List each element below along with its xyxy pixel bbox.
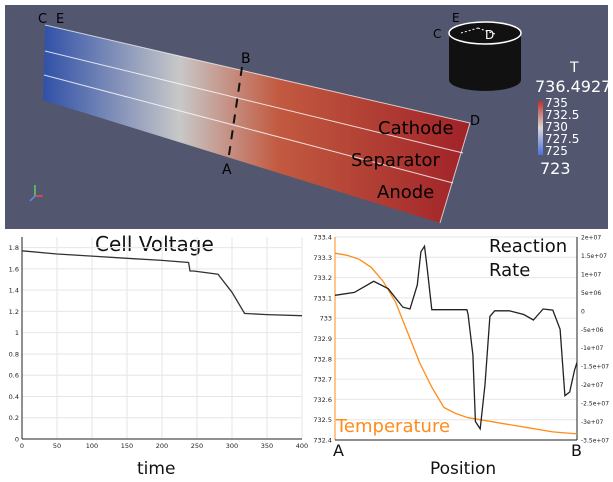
right-y-tick-label: -1.5e+07 [581, 364, 609, 371]
left-y-tick-label: 733.1 [313, 294, 332, 302]
reaction-rate-title-line2: Rate [489, 260, 531, 281]
y-tick-label: 0.2 [9, 414, 19, 422]
y-tick-label: 1.2 [9, 308, 19, 316]
battery-slab [43, 25, 470, 223]
colorbar-tick: 727.5 [545, 132, 580, 146]
right-x-end-label: B [571, 441, 582, 460]
y-tick-label: 1.8 [9, 244, 19, 252]
right-y-tick-label: 1.5e+07 [581, 253, 607, 260]
x-tick-label: 400 [296, 442, 308, 450]
colorbar-tick: 725 [545, 144, 568, 158]
x-tick-label: 350 [261, 442, 273, 450]
x-tick-label: 50 [53, 442, 61, 450]
left-y-tick-label: 733.2 [313, 274, 332, 282]
y-tick-label: 0 [15, 436, 19, 444]
x-tick-label: 300 [226, 442, 238, 450]
left-y-tick-label: 732.6 [313, 396, 332, 404]
slab-edge-right [439, 122, 471, 224]
y-tick-label: 0.8 [9, 350, 19, 358]
cathode-label: Cathode [378, 118, 454, 139]
temperature-series-label: Temperature [336, 416, 451, 437]
right-y-tick-label: 1e+07 [581, 271, 601, 278]
x-tick-label: 150 [121, 442, 133, 450]
layer-divider-top [44, 50, 464, 154]
right-y-tick-label: -2e+07 [581, 382, 604, 389]
cylinder-label-e: E [452, 11, 460, 25]
point-label-e: E [56, 12, 65, 27]
right-x-start-label: A [333, 441, 344, 460]
colorbar [538, 101, 543, 155]
cell-voltage-chart: 0 0.2 0.4 0.6 0.8 1 1.2 1.4 1.6 1.8 0 50 100 150 200 25… [9, 237, 308, 450]
point-label-b: B [241, 51, 251, 67]
right-y-tick-label: -1e+07 [581, 345, 604, 352]
colorbar-max: 736.4927 [535, 77, 612, 96]
left-y-tick-label: 732.8 [313, 355, 332, 363]
right-y-tick-label: -3.5e+07 [581, 438, 609, 445]
right-y-tick-label: 2e+07 [581, 235, 601, 242]
3d-viewport[interactable]: C E B A D Cathode Separator Anode E C D … [5, 5, 612, 229]
colorbar-tick: 732.5 [545, 108, 580, 122]
colorbar-min: 723 [540, 159, 571, 178]
right-y-tick-label: -3e+07 [581, 419, 604, 426]
right-y-tick-label: -5e+06 [581, 327, 604, 334]
temperature-line [334, 252, 578, 435]
point-label-d: D [470, 114, 481, 129]
anode-label: Anode [377, 182, 435, 203]
layer-divider-bottom [43, 74, 454, 184]
viewport-scene [29, 21, 543, 224]
colorbar-tick: 735 [545, 96, 568, 110]
right-y-tick-label: 0 [581, 308, 585, 315]
y-tick-label: 1.4 [9, 287, 19, 295]
colorbar-title: T [570, 60, 579, 76]
right-y-tick-label: 5e+06 [581, 290, 601, 297]
x-tick-label: 0 [20, 442, 24, 450]
x-tick-label: 250 [191, 442, 203, 450]
colorbar-tick: 730 [545, 120, 568, 134]
left-y-tick-label: 733.3 [313, 254, 332, 262]
point-label-a: A [222, 162, 232, 178]
cylinder-label-d: D [485, 28, 495, 42]
right-y-tick-label: -2.5e+07 [581, 401, 609, 408]
left-y-tick-label: 732.5 [313, 416, 332, 424]
battery-cylinder-icon [448, 21, 522, 91]
y-tick-label: 0.4 [9, 393, 19, 401]
reaction-rate-title-line1: Reaction [489, 236, 568, 257]
reaction-rate-line [334, 244, 578, 431]
point-label-c: C [38, 12, 48, 27]
x-tick-label: 200 [156, 442, 168, 450]
reaction-rate-chart: 733.4 733.3 733.2 733.1 733 732.9 732.8 732.7 73… [313, 234, 609, 445]
cylinder-label-c: C [433, 27, 442, 41]
slab-edge-top [44, 24, 471, 124]
left-y-tick-label: 733 [320, 315, 332, 323]
separator-label: Separator [351, 150, 440, 171]
y-tick-label: 0.6 [9, 372, 19, 380]
left-y-tick-label: 732.4 [313, 437, 332, 445]
right-x-axis-label: Position [430, 459, 497, 479]
left-y-tick-label: 733.4 [313, 234, 332, 242]
x-tick-label: 100 [86, 442, 98, 450]
left-y-tick-label: 732.7 [313, 376, 332, 384]
y-tick-label: 1.6 [9, 265, 19, 273]
cell-voltage-line [21, 250, 303, 317]
cell-voltage-title: Cell Voltage [95, 232, 214, 256]
left-x-axis-label: time [137, 459, 176, 479]
axes-triad-icon [29, 185, 43, 202]
y-tick-label: 1 [15, 329, 19, 337]
left-y-tick-label: 732.9 [313, 335, 332, 343]
